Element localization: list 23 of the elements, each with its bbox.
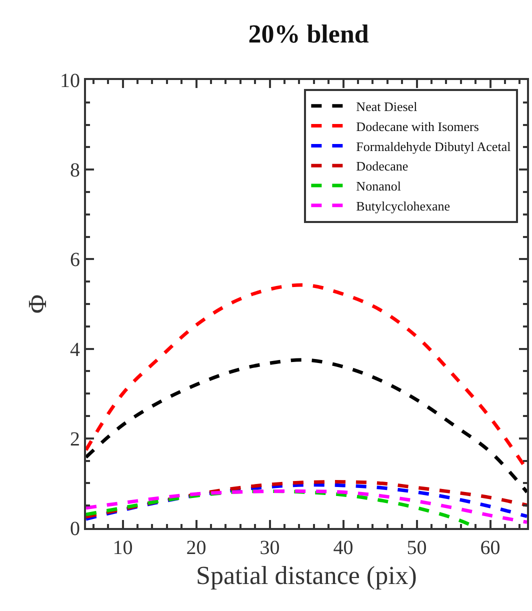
y-tick-label: 8 xyxy=(70,160,80,182)
legend-label: Dodecane with Isomers xyxy=(356,118,479,134)
line-series xyxy=(86,358,527,494)
x-tick-label: 20 xyxy=(186,537,206,559)
x-tick-label: 50 xyxy=(406,537,427,559)
legend-label: Neat Diesel xyxy=(356,98,418,114)
y-tick-label: 10 xyxy=(60,70,80,92)
chart-title: 20% blend xyxy=(248,20,370,49)
x-tick-label: 30 xyxy=(260,537,280,559)
legend-label: Formaldehyde Dibutyl Acetal xyxy=(356,138,512,154)
y-tick-label: 2 xyxy=(70,428,80,450)
legend-label: Butylcyclohexane xyxy=(356,198,450,214)
x-axis-title: Spatial distance (pix) xyxy=(196,561,417,590)
y-tick-label: 0 xyxy=(70,518,80,540)
line-series xyxy=(86,489,527,524)
legend-label: Dodecane xyxy=(356,158,408,174)
y-tick-label: 4 xyxy=(70,338,80,361)
x-tick-label: 10 xyxy=(112,537,133,559)
x-tick-label: 40 xyxy=(333,537,354,559)
x-tick-label: 60 xyxy=(480,537,500,559)
y-axis-title: Φ xyxy=(22,294,52,314)
legend-label: Nonanol xyxy=(356,178,402,194)
y-tick-label: 6 xyxy=(70,249,80,272)
